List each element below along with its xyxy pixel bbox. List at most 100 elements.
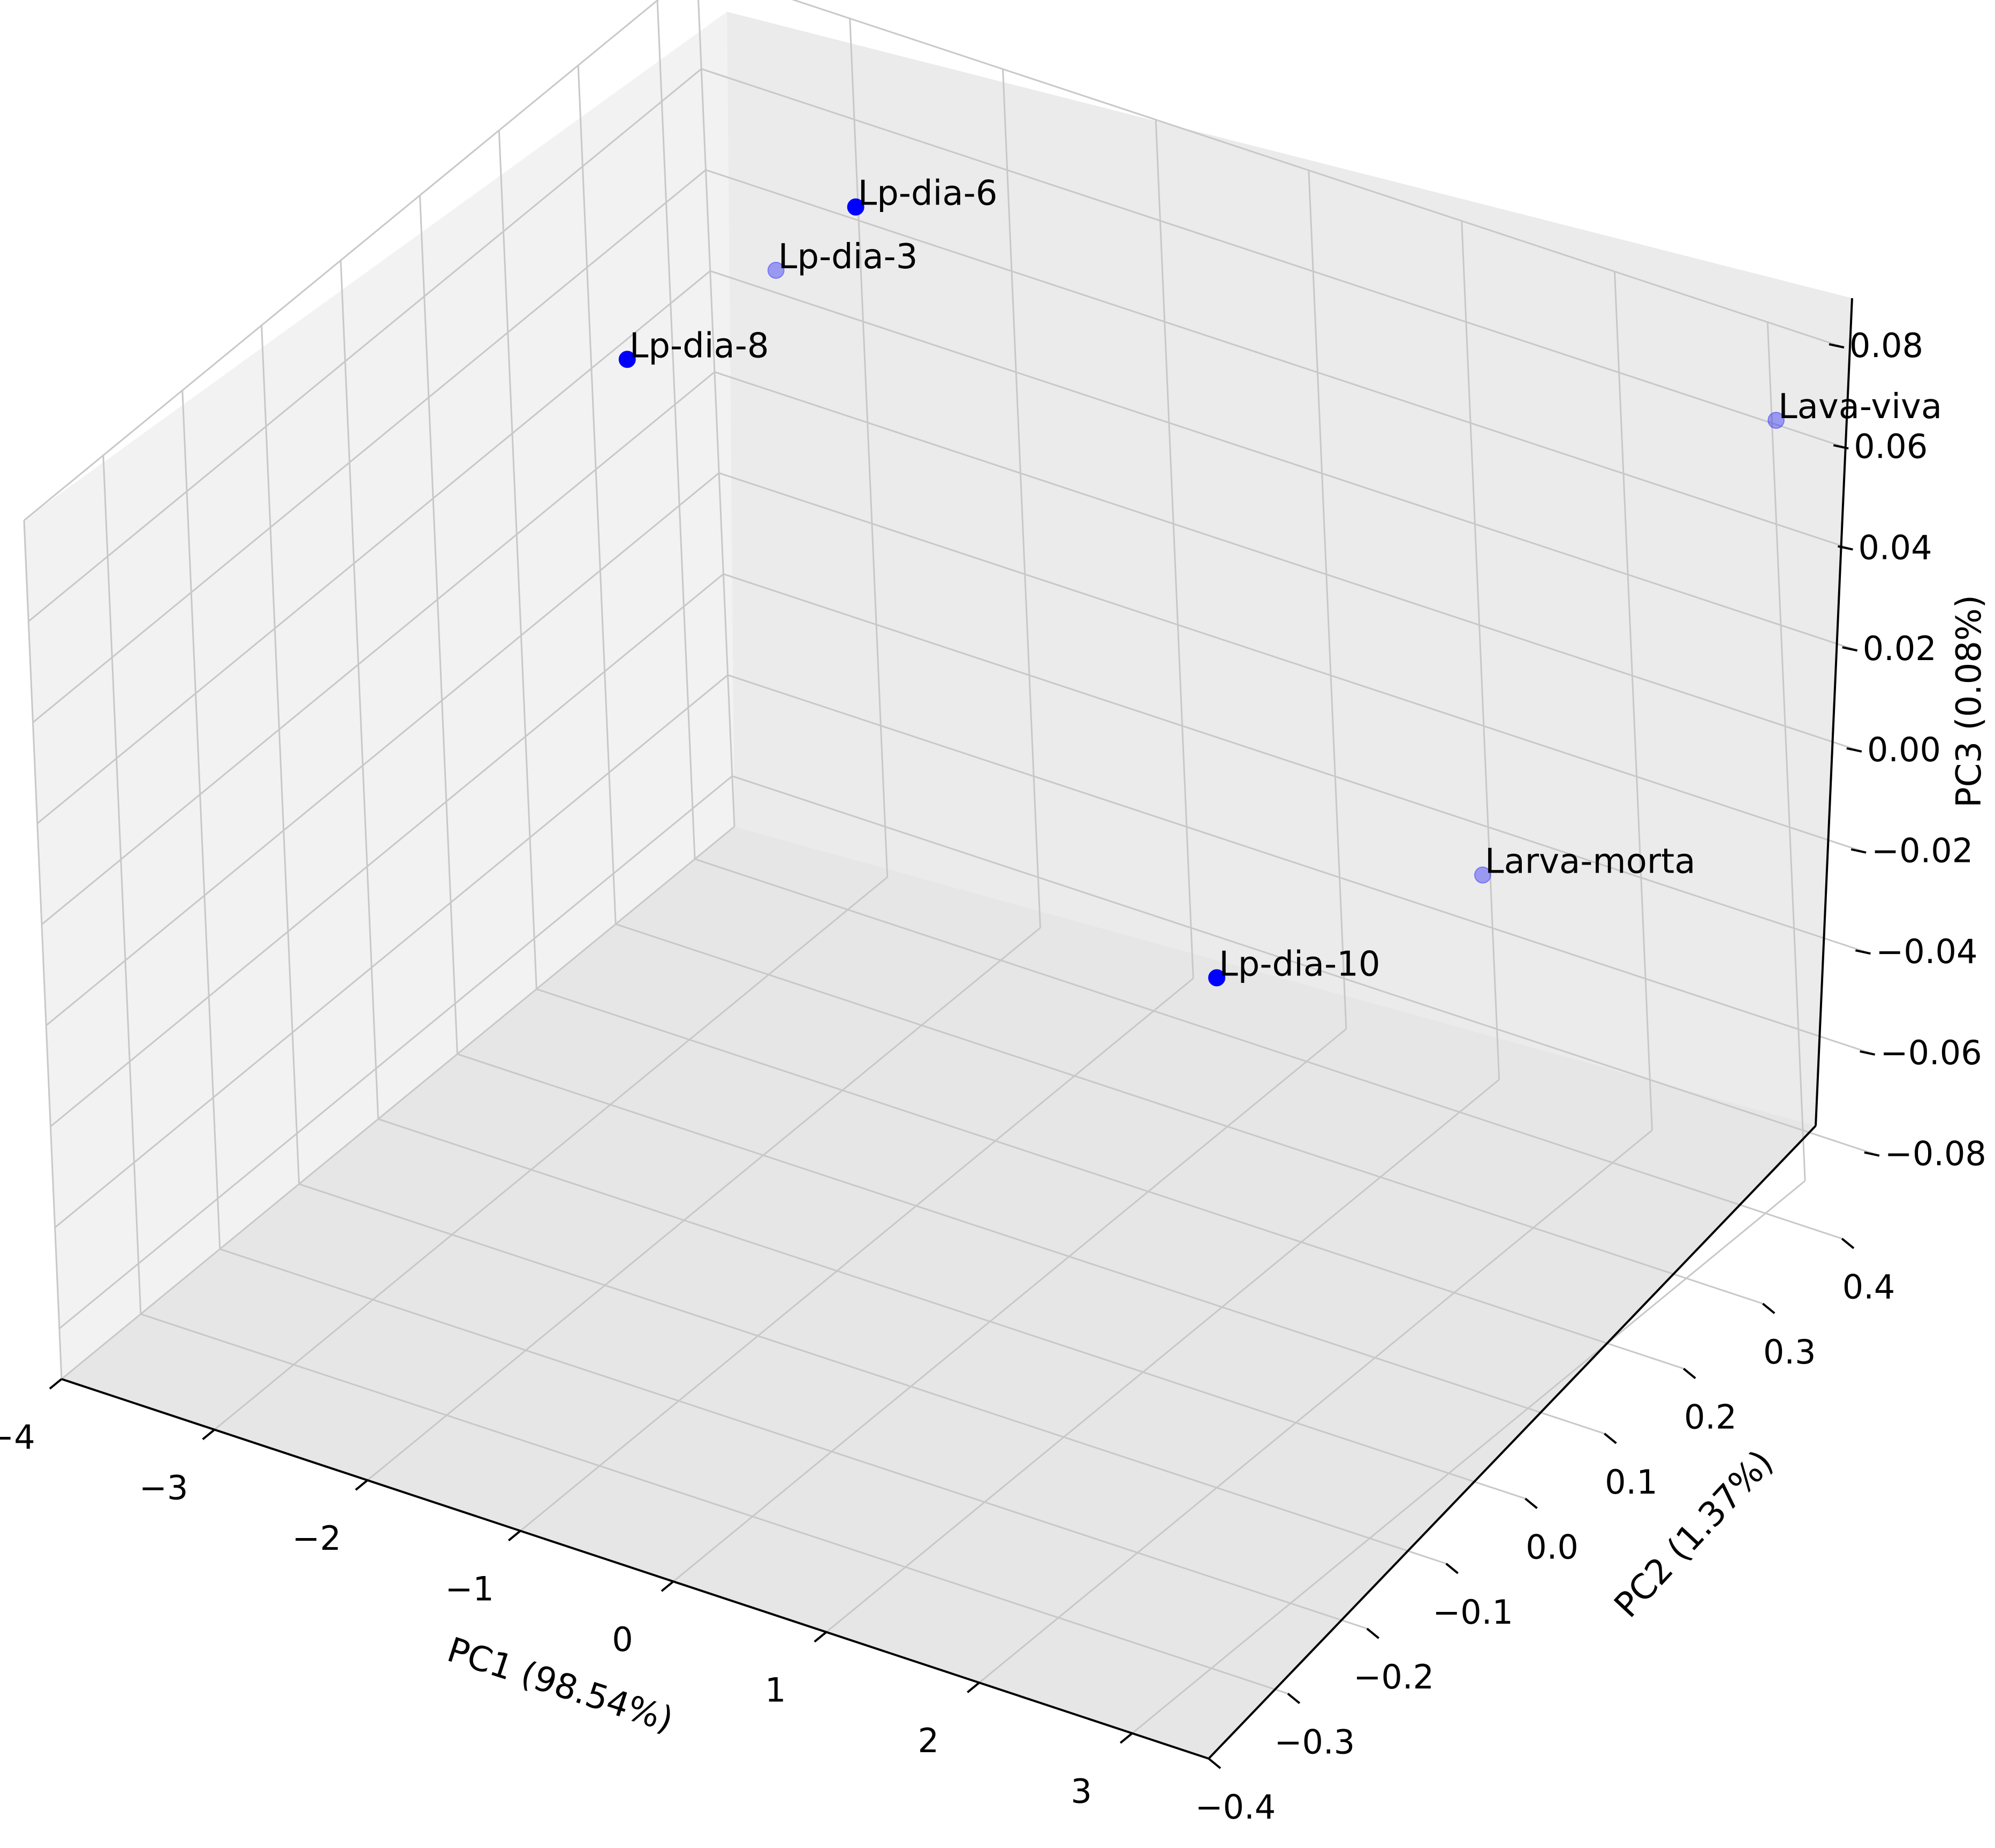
z-axis-tick-label: −0.02 (1871, 831, 1973, 870)
data-point-label: Lp-dia-6 (858, 174, 998, 214)
axes-panes (23, 12, 1852, 1759)
back-grid-line-z (727, 674, 1876, 1056)
floor-grid-line-x (61, 825, 735, 1380)
back-grid-line-x (1613, 271, 1653, 1131)
side-grid-line-y (340, 260, 380, 1119)
z-axis-tick-mark (1842, 646, 1858, 652)
side-grid-line-y (419, 195, 458, 1055)
back-grid-line-x (1308, 170, 1347, 1029)
z-axis-line (1815, 298, 1853, 1126)
side-grid-line-z (50, 573, 724, 1127)
z-axis-tick-mark (1860, 1050, 1876, 1056)
x-axis-tick-mark (49, 1378, 63, 1390)
y-axis-tick-mark (1208, 1758, 1222, 1769)
z-axis-tick-label: 0.06 (1854, 427, 1928, 466)
back-grid-line-x (1002, 69, 1041, 928)
y-axis-tick-mark (1287, 1693, 1301, 1705)
x-axis-tick-mark (355, 1479, 368, 1491)
z-axis-tick-mark (1846, 747, 1862, 753)
floor-grid-line-y (615, 923, 1763, 1305)
data-point-marker (618, 351, 636, 368)
side-grid-line-y (498, 130, 537, 989)
z-axis-tick-label: −0.04 (1876, 932, 1977, 971)
z-axis-tick-label: −0.06 (1880, 1033, 1982, 1072)
y-axis-tick-label: −0.3 (1275, 1723, 1355, 1762)
y-axis-tick-mark (1841, 1238, 1855, 1249)
back-grid-line-z (705, 169, 1853, 550)
x-axis-tick-label: −4 (0, 1418, 35, 1457)
x-axis-tick-label: 0 (612, 1620, 633, 1659)
x-axis-tick-mark (202, 1428, 215, 1441)
data-point-marker (1474, 866, 1491, 884)
x-axis-tick-label: −3 (139, 1468, 188, 1508)
side-grid-line-z (36, 270, 711, 824)
x-axis-tick-label: −1 (445, 1570, 494, 1609)
side-grid-line-y (181, 390, 221, 1249)
z-axis-tick-mark (1833, 444, 1849, 450)
floor-grid-line-y (299, 1183, 1447, 1565)
data-point-marker (767, 261, 785, 279)
back-grid-line-z (732, 775, 1880, 1157)
left-pane (23, 12, 734, 1379)
back-grid-line-x (849, 18, 889, 877)
z-axis-tick-label: 0.08 (1849, 326, 1923, 365)
floor-grid-line-y (219, 1248, 1368, 1630)
floor-grid-line-y (694, 858, 1842, 1240)
side-grid-line-z (28, 68, 702, 622)
z-axis-tick-mark (1838, 545, 1853, 551)
x-axis-tick-label: 3 (1071, 1772, 1091, 1811)
side-grid-line-y (102, 455, 142, 1314)
back-grid-line-z (791, 0, 1845, 349)
z-axis-tick-mark (1864, 1151, 1880, 1157)
floor-grid-line-x (672, 1028, 1347, 1582)
y-axis-tick-mark (1604, 1433, 1617, 1444)
y-axis-tick-mark (1366, 1627, 1380, 1639)
side-grid-line-y (577, 65, 617, 925)
y-axis-tick-label: 0.4 (1842, 1268, 1895, 1307)
back-grid-line-z (718, 472, 1867, 853)
x-axis-line (61, 1378, 1209, 1760)
data-point-label: Lp-dia-8 (629, 326, 769, 366)
back-grid-line-z (714, 371, 1862, 753)
x-axis-tick-mark (814, 1631, 827, 1643)
data-point-marker (1768, 412, 1785, 429)
x-axis-tick-mark (507, 1530, 521, 1542)
y-axis-ticks: −0.4 −0.3 −0.2 −0.1 0.0 0.1 0.2 0.3 0.4 (1195, 1238, 1895, 1827)
y-axis-tick-label: −0.4 (1195, 1788, 1276, 1827)
z-axis-tick-mark (1855, 949, 1871, 955)
x-axis-ticks: −4 −3 −2 −1 0 1 2 3 (0, 1378, 1133, 1811)
z-axis-tick-label: −0.08 (1885, 1134, 1986, 1173)
floor-grid-line-x (367, 927, 1041, 1481)
z-axis-tick-mark (1850, 848, 1867, 854)
z-axis-tick-label: 0.02 (1863, 629, 1937, 668)
grid-lines (23, 0, 1880, 1760)
floor-grid-line-x (214, 876, 888, 1430)
y-axis-tick-label: 0.0 (1526, 1527, 1579, 1566)
floor-pane (62, 827, 1816, 1759)
back-grid-line-x (1155, 119, 1194, 979)
axis-lines (61, 298, 1853, 1760)
back-grid-line-z (701, 68, 1849, 450)
floor-grid-line-x (825, 1079, 1500, 1633)
data-point-label: Lava-viva (1778, 387, 1942, 427)
back-grid-line-z (710, 270, 1858, 652)
data-points: Lp-dia-8 Lp-dia-6 Lp-dia-10 Lava-viva Lp-dia… (618, 174, 1942, 987)
data-point-label: Larva-morta (1485, 842, 1696, 882)
z-axis-tick-label: 0.00 (1867, 730, 1941, 769)
side-grid-line-y (656, 0, 696, 859)
y-axis-tick-mark (1762, 1302, 1776, 1314)
y-axis-tick-label: 0.1 (1605, 1463, 1658, 1502)
z-axis-ticks: −0.08 −0.06 −0.04 −0.02 0.00 0.02 0.04 0.06 0.08 (1829, 326, 1986, 1173)
side-grid-line-z (58, 775, 733, 1329)
z-axis-tick-mark (1829, 343, 1845, 349)
y-axis-line (1208, 1125, 1817, 1760)
data-point-label: Lp-dia-10 (1219, 944, 1380, 984)
floor-grid-line-y (457, 1053, 1605, 1435)
back-pane (727, 12, 1852, 1126)
data-point-marker (1208, 969, 1226, 987)
floor-grid-line-x (978, 1130, 1653, 1684)
x-axis-tick-mark (967, 1682, 980, 1693)
floor-grid-line-y (378, 1118, 1526, 1499)
y-axis-tick-label: 0.2 (1684, 1398, 1737, 1437)
data-point-label: Lp-dia-3 (778, 237, 918, 277)
